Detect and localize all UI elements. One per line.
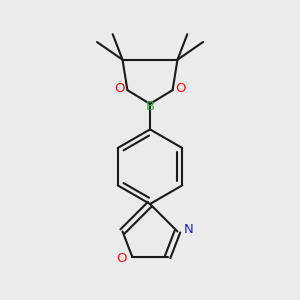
Text: O: O bbox=[175, 82, 186, 95]
Text: O: O bbox=[114, 82, 125, 95]
Text: O: O bbox=[116, 252, 127, 266]
Text: N: N bbox=[183, 223, 193, 236]
Text: B: B bbox=[146, 100, 154, 113]
